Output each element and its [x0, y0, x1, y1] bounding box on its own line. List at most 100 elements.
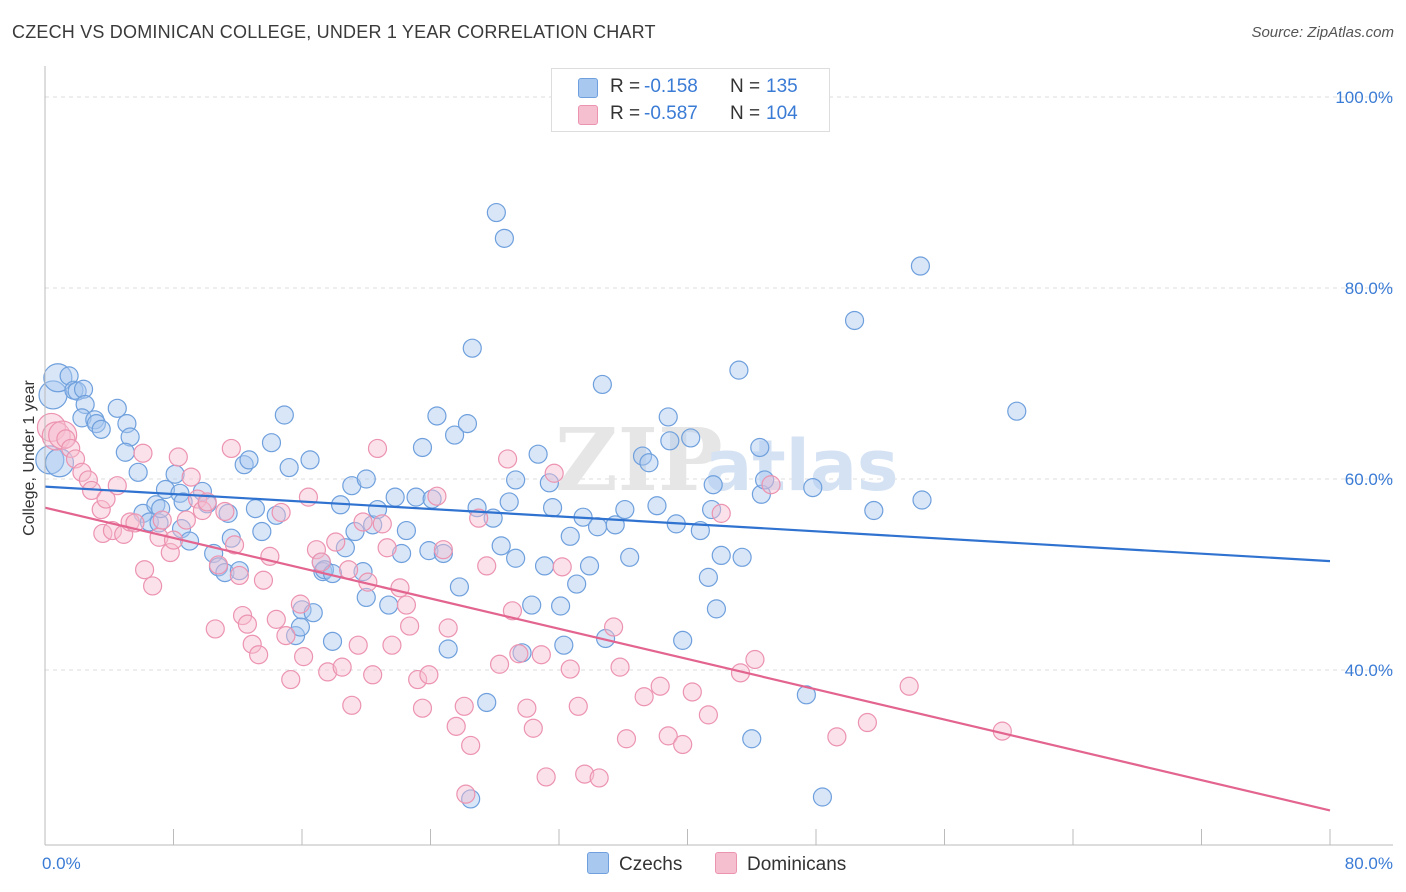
- czech-point: [494, 228, 514, 248]
- czech-point: [742, 729, 762, 749]
- czech-point: [844, 310, 865, 331]
- dominican-point: [338, 560, 359, 580]
- czech-point: [356, 469, 376, 489]
- czech-point: [560, 526, 580, 546]
- bottom-legend-czechs: Czechs: [587, 852, 682, 876]
- czech-point: [245, 499, 266, 519]
- dominican-point: [61, 438, 81, 459]
- czech-point: [499, 492, 519, 512]
- czech-point: [438, 639, 458, 659]
- czech-point: [353, 562, 373, 582]
- czech-point: [38, 380, 68, 410]
- dominican-point: [456, 784, 476, 804]
- czech-point: [427, 406, 447, 426]
- dominican-point: [205, 619, 225, 639]
- czech-point: [732, 547, 752, 567]
- dominican-point: [589, 768, 609, 788]
- trend-lines: [44, 485, 1331, 812]
- czech-point: [658, 407, 678, 427]
- dominican-point: [237, 614, 257, 634]
- legend-row-czechs: R = -0.158 N = 135: [552, 74, 829, 100]
- dominican-point: [48, 420, 78, 450]
- czech-point: [444, 425, 465, 445]
- y-axis-title: College, Under 1 year: [21, 380, 38, 536]
- dominican-point: [827, 727, 847, 747]
- czech-point: [912, 490, 932, 510]
- czech-point: [528, 444, 548, 464]
- y-tick-label: 40.0%: [1345, 661, 1393, 680]
- dominican-point: [102, 520, 123, 541]
- legend-r-value: -0.158: [644, 76, 698, 97]
- czech-point: [615, 499, 635, 520]
- dominicans-trend-line: [44, 506, 1331, 812]
- dominican-point: [353, 512, 373, 532]
- czech-point: [592, 374, 612, 395]
- dominican-point: [271, 502, 291, 523]
- dominican-point: [477, 556, 497, 576]
- dominican-point: [318, 662, 338, 682]
- czech-point: [385, 487, 405, 507]
- dominican-point: [311, 552, 331, 572]
- dominican-point: [160, 542, 180, 563]
- dominican-point: [761, 475, 781, 495]
- czech-point: [647, 496, 667, 516]
- czech-point: [73, 379, 94, 399]
- czech-point: [218, 503, 238, 523]
- dominican-point: [531, 645, 551, 665]
- x-tick-label: 80.0%: [1345, 854, 1393, 873]
- tick-labels: 100.0% 80.0% 60.0% 40.0% 0.0% 80.0%: [42, 88, 1393, 873]
- dominican-point: [342, 695, 362, 715]
- dominican-point: [152, 510, 172, 530]
- dominican-point: [616, 729, 637, 749]
- czech-point: [252, 521, 272, 542]
- czech-point: [128, 462, 148, 482]
- czech-point: [729, 360, 749, 380]
- dominican-point: [56, 429, 76, 449]
- dominican-point: [197, 492, 217, 512]
- czechs-legend-swatch: [587, 852, 609, 874]
- dominican-point: [208, 555, 229, 575]
- watermark-atlas: atlas: [705, 425, 899, 507]
- dominican-point: [298, 487, 319, 507]
- czech-point: [419, 541, 439, 561]
- dominican-point: [899, 676, 919, 696]
- dominican-point: [498, 449, 518, 469]
- dominican-point: [673, 734, 693, 755]
- dominican-point: [745, 649, 765, 670]
- dominican-point: [427, 486, 447, 506]
- legend-r-label: R =: [610, 76, 641, 97]
- czech-point: [59, 366, 79, 386]
- correlation-legend: R = -0.158 N = 135 R = -0.587 N = 104: [551, 68, 830, 132]
- dominican-point: [390, 578, 410, 598]
- dominican-point: [575, 764, 595, 784]
- dominican-point: [560, 659, 580, 679]
- dominican-point: [363, 665, 383, 685]
- czech-point: [690, 520, 710, 541]
- dominican-point: [552, 557, 572, 577]
- czech-point: [165, 464, 185, 484]
- czech-point: [406, 487, 426, 507]
- grid-lines: [45, 96, 1393, 671]
- czech-point: [506, 548, 526, 568]
- dominican-point: [523, 718, 543, 738]
- source-credit: Source: ZipAtlas.com: [1251, 24, 1394, 41]
- dominican-point: [294, 647, 314, 667]
- czech-point: [1007, 401, 1027, 421]
- czech-point: [379, 595, 399, 615]
- czech-point: [864, 500, 884, 521]
- dominican-point: [698, 705, 718, 725]
- dominican-point: [408, 669, 428, 690]
- dominican-point: [469, 508, 489, 528]
- dominican-point: [396, 595, 417, 615]
- czech-point: [491, 536, 511, 556]
- dominican-point: [290, 594, 310, 614]
- czech-point: [462, 338, 482, 358]
- czech-point: [551, 596, 571, 616]
- dominican-point: [454, 696, 474, 716]
- czech-point: [703, 475, 723, 495]
- dominican-point: [326, 532, 346, 552]
- czech-point: [91, 419, 111, 439]
- czech-point: [579, 556, 600, 576]
- czech-point: [620, 547, 640, 567]
